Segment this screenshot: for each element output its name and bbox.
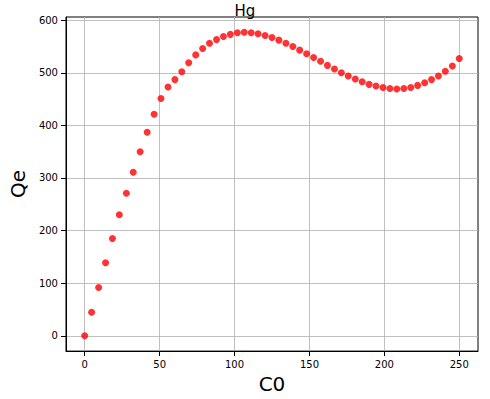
svg-text:50: 50: [153, 359, 166, 370]
svg-text:0: 0: [82, 359, 88, 370]
svg-text:Qe: Qe: [6, 170, 30, 198]
svg-text:150: 150: [300, 359, 319, 370]
svg-text:250: 250: [450, 359, 469, 370]
svg-text:100: 100: [225, 359, 244, 370]
svg-text:C0: C0: [259, 372, 286, 396]
svg-text:Hg: Hg: [235, 2, 256, 20]
svg-text:200: 200: [375, 359, 394, 370]
svg-text:300: 300: [39, 172, 58, 183]
svg-text:100: 100: [39, 278, 58, 289]
svg-text:400: 400: [39, 120, 58, 131]
svg-text:200: 200: [39, 225, 58, 236]
svg-text:500: 500: [39, 67, 58, 78]
svg-text:0: 0: [52, 330, 58, 341]
svg-text:600: 600: [39, 15, 58, 26]
